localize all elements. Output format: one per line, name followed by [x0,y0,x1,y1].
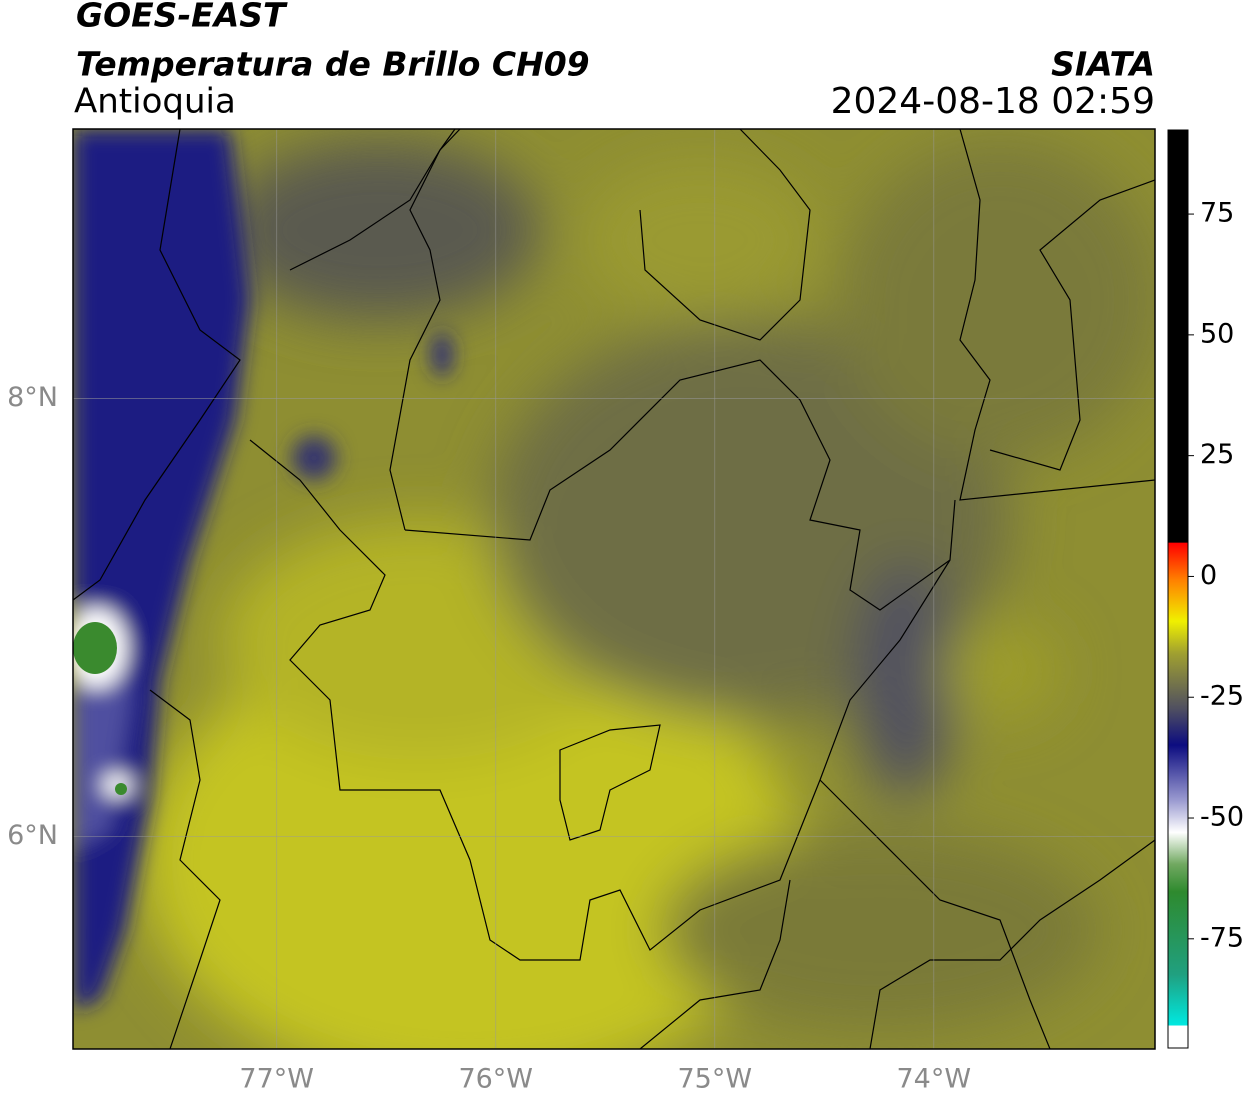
x-tick-label: 75°W [677,1064,752,1095]
x-tick-label: 76°W [458,1064,533,1095]
region: Antioquia [74,82,236,122]
colorbar-tick-label: 75 [1200,198,1234,229]
graticule [73,129,1155,1049]
colorbar-tick-label: -75 [1200,922,1244,953]
map-frame [72,128,1156,1050]
colorbar-tick-label: -50 [1200,802,1244,833]
x-tick-label: 74°W [897,1064,972,1095]
colorbar [1167,129,1189,1049]
y-tick-label: 8°N [7,382,58,413]
y-tick-label: 6°N [7,820,58,851]
subtitle: Temperatura de Brillo CH09 [76,45,590,84]
x-tick-label: 77°W [239,1064,314,1095]
source: SIATA [1051,45,1155,84]
satellite-image [73,129,1155,1049]
colorbar-tick-label: 0 [1200,560,1217,591]
colorbar-tick-label: -25 [1200,681,1244,712]
colorbar-tick-label: 50 [1200,318,1234,349]
title: GOES-EAST [76,0,288,35]
timestamp: 2024-08-18 02:59 [831,81,1155,122]
colorbar-tick-label: 25 [1200,439,1234,470]
